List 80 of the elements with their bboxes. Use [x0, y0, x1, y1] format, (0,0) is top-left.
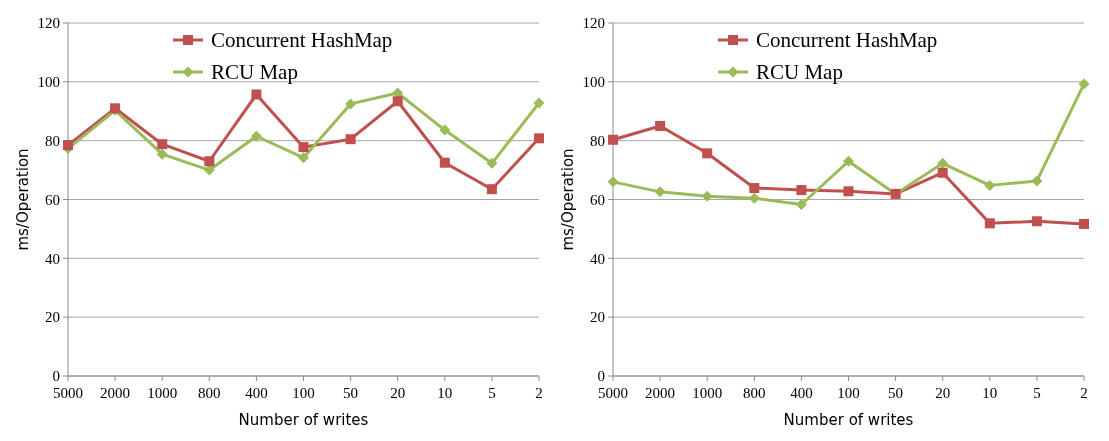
point	[655, 120, 666, 131]
x-tick-label: 800	[743, 385, 766, 401]
point	[486, 184, 497, 195]
point	[1079, 218, 1089, 229]
x-tick-label: 5	[1033, 385, 1041, 401]
y-tick-label: 100	[582, 74, 605, 91]
point	[345, 134, 356, 145]
x-tick-label: 2000	[100, 385, 131, 401]
x-tick-label: 1000	[147, 385, 178, 401]
x-tick-label: 400	[245, 385, 268, 401]
x-tick-label: 2	[535, 385, 543, 401]
point	[298, 152, 309, 164]
point	[608, 134, 618, 145]
legend-label: Concurrent HashMap	[756, 28, 938, 53]
x-tick-label: 1000	[692, 385, 723, 401]
x-tick-label: 100	[292, 385, 315, 401]
point	[345, 98, 357, 110]
x-axis-title: Number of writes	[238, 411, 369, 429]
point	[1031, 216, 1042, 227]
y-tick-label: 20	[590, 309, 605, 326]
y-tick-label: 60	[590, 191, 605, 208]
x-tick-label: 800	[198, 385, 221, 401]
point	[749, 183, 760, 194]
y-tick-label: 80	[45, 132, 60, 149]
point	[156, 148, 168, 160]
point	[1078, 78, 1090, 90]
point	[63, 140, 73, 151]
point	[937, 157, 949, 169]
y-axis-title: ms/Operation	[14, 148, 32, 251]
point	[795, 199, 807, 210]
legend-label: RCU Map	[756, 60, 843, 85]
y-tick-label: 40	[590, 250, 605, 267]
point	[534, 133, 544, 144]
y-axis-title: ms/Operation	[559, 148, 577, 251]
x-tick-label: 2	[1080, 385, 1088, 401]
y-tick-label: 20	[45, 309, 60, 326]
legend-label: RCU Map	[211, 60, 298, 85]
y-tick-label: 60	[45, 191, 60, 208]
point	[439, 157, 450, 168]
point	[702, 148, 713, 159]
point	[937, 167, 948, 178]
x-tick-label: 20	[390, 385, 406, 401]
x-tick-label: 50	[343, 385, 359, 401]
x-tick-label: 10	[982, 385, 998, 401]
x-tick-label: 100	[837, 385, 860, 401]
point	[654, 186, 666, 198]
point	[796, 185, 807, 196]
x-tick-label: 50	[888, 385, 904, 401]
x-tick-label: 20	[935, 385, 951, 401]
x-tick-label: 5000	[53, 385, 83, 401]
point	[250, 130, 262, 142]
x-tick-label: 5000	[598, 385, 628, 401]
x-tick-label: 2000	[645, 385, 676, 401]
y-tick-label: 80	[590, 132, 605, 149]
point	[204, 156, 215, 167]
point	[1031, 175, 1043, 187]
point	[984, 179, 996, 191]
y-tick-label: 40	[45, 250, 60, 267]
legend-label: Concurrent HashMap	[211, 28, 393, 53]
point	[607, 176, 619, 188]
x-tick-label: 10	[437, 385, 453, 401]
point	[701, 190, 713, 202]
point	[157, 139, 168, 150]
point	[486, 157, 498, 169]
point	[984, 218, 995, 229]
x-axis-title: Number of writes	[783, 411, 914, 429]
point	[251, 89, 262, 100]
point	[439, 124, 451, 136]
point	[843, 155, 854, 167]
y-tick-label: 0	[597, 368, 605, 385]
point	[298, 142, 309, 153]
y-tick-label: 0	[52, 368, 60, 385]
y-tick-label: 120	[582, 15, 605, 32]
y-tick-label: 120	[37, 15, 60, 32]
point	[533, 97, 545, 109]
x-tick-label: 400	[790, 385, 813, 401]
x-tick-label: 5	[488, 385, 496, 401]
point	[843, 186, 854, 197]
y-tick-label: 100	[37, 74, 60, 91]
point	[392, 96, 403, 107]
